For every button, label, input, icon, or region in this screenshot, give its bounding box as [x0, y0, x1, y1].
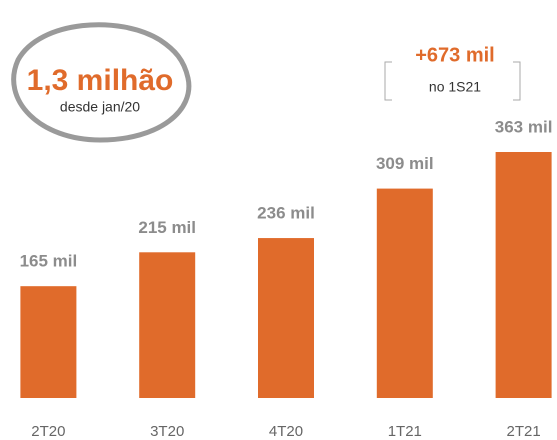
data-label: 309 mil [376, 154, 434, 173]
bar [258, 238, 314, 398]
data-label: 363 mil [495, 117, 553, 136]
x-tick-label: 4T20 [269, 423, 303, 440]
bar [20, 286, 77, 398]
data-label: 236 mil [257, 204, 315, 223]
x-tick-label: 1T21 [388, 423, 422, 440]
annotation-text: +673 mil [415, 44, 495, 66]
annotation-ellipse [11, 22, 192, 143]
annotation-bracket [384, 61, 521, 101]
data-label: 165 mil [20, 252, 78, 271]
x-tick-label: 3T20 [150, 423, 184, 440]
annotation-subtext: no 1S21 [429, 79, 481, 95]
bar [139, 252, 196, 398]
bar [376, 188, 433, 398]
x-tick-label: 2T21 [506, 423, 540, 440]
annotation-subtext: desde jan/20 [60, 99, 140, 115]
bar [495, 152, 552, 398]
annotation-text: 1,3 milhão [27, 64, 174, 97]
data-label: 215 mil [138, 218, 196, 237]
x-tick-label: 2T20 [31, 423, 65, 440]
